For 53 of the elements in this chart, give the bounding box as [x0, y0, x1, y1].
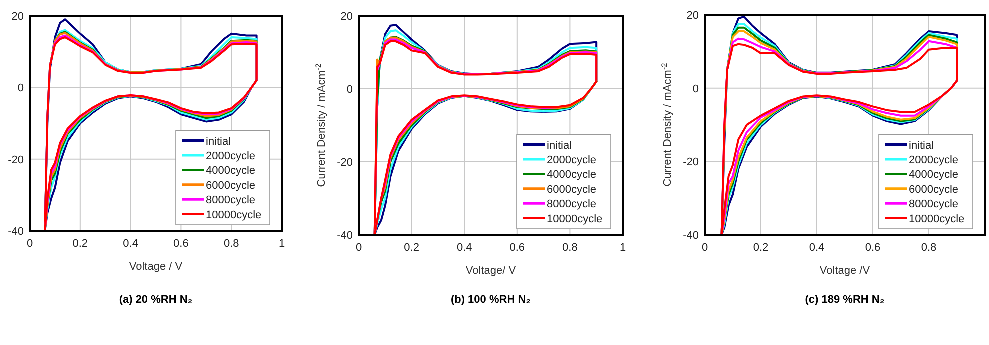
y-tick-label: -20: [683, 156, 699, 169]
text: (a) 20 %RH N₂: [119, 294, 193, 306]
legend-label: 4000cycle: [206, 165, 256, 178]
y-tick-label: 0: [18, 82, 24, 95]
legend-label: 2000cycle: [547, 154, 597, 166]
y-tick-label: -40: [8, 226, 24, 238]
y-tick-label: -20: [337, 157, 353, 169]
y-tick-label: -40: [337, 230, 353, 242]
x-tick-label: 0: [26, 238, 34, 250]
legend-label: 6000cycle: [909, 184, 959, 196]
legend-label: 6000cycle: [547, 184, 597, 196]
legend-label: 4000cycle: [909, 169, 959, 182]
legend-label: 10000cycle: [909, 213, 965, 226]
y-tick-label: 0: [692, 83, 699, 96]
x-tick-label: 0.8: [224, 238, 240, 250]
x-tick-label: 0.2: [404, 242, 420, 254]
x-tick-label: 0.4: [456, 242, 472, 254]
x-tick-label: 0.6: [510, 242, 526, 254]
legend-label: 10000cycle: [547, 213, 603, 226]
legend-label: 4000cycle: [547, 169, 597, 182]
x-axis-title: Voltage / V: [129, 261, 184, 273]
y-tick-label: 20: [686, 10, 699, 22]
x-tick-label: 0.6: [174, 238, 189, 250]
x-tick-label: 0.4: [123, 238, 138, 250]
x-tick-label: 0: [356, 242, 362, 254]
y-tick-label: 20: [12, 11, 24, 23]
legend-label: initial: [206, 136, 232, 148]
x-tick-label: 0.8: [562, 242, 578, 254]
y-tick-label: 20: [340, 11, 353, 23]
x-tick-label: 0.8: [921, 242, 937, 254]
x-tick-label: 1: [620, 242, 626, 254]
legend-label: 8000cycle: [206, 194, 256, 207]
legend-label: 6000cycle: [206, 180, 256, 192]
x-axis-title: Voltage /V: [820, 265, 871, 277]
legend-label: 10000cycle: [206, 209, 262, 222]
x-tick-label: 0.6: [865, 242, 881, 254]
legend-label: 2000cycle: [909, 154, 959, 166]
legend-label: initial: [547, 140, 572, 152]
y-tick-label: 0: [346, 84, 353, 96]
x-tick-label: 0.4: [809, 242, 825, 254]
x-tick-label: 0.2: [753, 242, 769, 254]
x-tick-label: 0.2: [72, 238, 88, 250]
legend-label: initial: [909, 140, 934, 152]
legend-label: 8000cycle: [909, 198, 959, 211]
legend-label: 2000cycle: [206, 150, 256, 162]
y-tick-label: -40: [683, 230, 699, 242]
x-tick-label: 0: [702, 242, 708, 254]
legend-label: 8000cycle: [547, 198, 597, 211]
text: (c) 189 %RH N₂: [805, 294, 885, 306]
x-tick-label: 1: [278, 238, 286, 250]
y-tick-label: -20: [8, 154, 24, 166]
x-axis-title: Voltage/ V: [466, 265, 517, 277]
text: (b) 100 %RH N₂: [450, 294, 532, 306]
